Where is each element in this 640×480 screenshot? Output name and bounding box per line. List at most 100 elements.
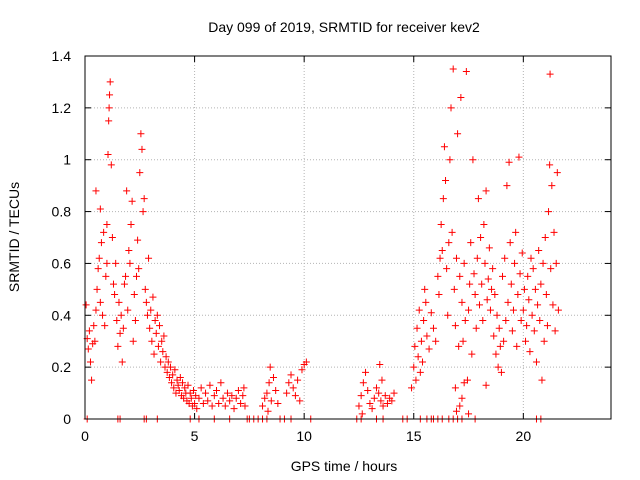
data-point: [509, 306, 517, 314]
data-point: [427, 309, 435, 317]
data-point: [157, 358, 165, 366]
data-point: [264, 407, 272, 415]
y-tick-label: 1.4: [52, 48, 72, 64]
data-point: [467, 239, 475, 247]
data-point: [103, 221, 111, 229]
data-point: [388, 397, 396, 405]
data-point: [422, 298, 430, 306]
data-point: [461, 316, 469, 324]
data-point: [289, 384, 297, 392]
data-point: [440, 143, 448, 151]
data-point: [239, 392, 247, 400]
data-point: [479, 316, 487, 324]
data-point: [411, 342, 419, 350]
data-point: [515, 153, 523, 161]
data-point: [263, 389, 271, 397]
data-point: [117, 311, 125, 319]
y-tick-label: 1: [63, 152, 71, 168]
data-point: [493, 311, 501, 319]
y-tick-label: 0.6: [52, 255, 72, 271]
data-point: [442, 176, 450, 184]
data-point: [530, 327, 538, 335]
data-point: [423, 332, 431, 340]
data-point: [502, 316, 510, 324]
data-point: [545, 208, 553, 216]
data-point: [141, 285, 149, 293]
data-point: [540, 337, 548, 345]
data-point: [416, 368, 424, 376]
data-point: [124, 306, 132, 314]
data-point: [96, 205, 104, 213]
data-point: [199, 399, 207, 407]
data-point: [85, 327, 93, 335]
data-point: [436, 254, 444, 262]
data-point: [456, 402, 464, 410]
data-point: [146, 324, 154, 332]
data-point: [482, 187, 490, 195]
data-point: [511, 259, 519, 267]
data-point: [535, 246, 543, 254]
data-point: [102, 272, 110, 280]
data-point: [553, 169, 561, 177]
data-point: [142, 298, 150, 306]
data-point: [524, 272, 532, 280]
data-point: [528, 311, 536, 319]
data-point: [237, 399, 245, 407]
data-point: [287, 371, 295, 379]
data-point: [162, 353, 170, 361]
chart-title: Day 099 of 2019, SRMTID for receiver kev…: [208, 19, 480, 35]
data-point: [158, 337, 166, 345]
data-point: [468, 350, 476, 358]
data-point: [465, 410, 473, 418]
data-point: [366, 399, 374, 407]
data-point: [450, 285, 458, 293]
data-point: [508, 327, 516, 335]
data-point: [459, 337, 467, 345]
data-point: [153, 311, 161, 319]
data-point: [261, 394, 269, 402]
data-point: [90, 322, 98, 330]
data-point: [512, 228, 520, 236]
data-point: [171, 366, 179, 374]
data-point: [105, 117, 113, 125]
data-point: [159, 348, 167, 356]
data-point: [501, 254, 509, 262]
data-point: [357, 392, 365, 400]
data-point: [86, 358, 94, 366]
data-point: [465, 306, 473, 314]
x-tick-label: 10: [296, 428, 312, 444]
data-point: [470, 270, 478, 278]
data-point: [88, 376, 96, 384]
data-point: [434, 272, 442, 280]
data-point: [543, 322, 551, 330]
data-point: [234, 386, 242, 394]
data-point: [460, 379, 468, 387]
data-point: [138, 145, 146, 153]
data-point: [232, 394, 240, 402]
data-point: [115, 298, 123, 306]
data-points: [82, 65, 562, 423]
data-point: [488, 285, 496, 293]
data-point: [152, 329, 160, 337]
data-point: [542, 291, 550, 299]
data-point: [151, 316, 159, 324]
data-point: [170, 384, 178, 392]
data-point: [486, 306, 494, 314]
data-point: [154, 342, 162, 350]
data-point: [529, 265, 537, 273]
data-point: [240, 384, 248, 392]
data-point: [96, 298, 104, 306]
data-point: [113, 316, 121, 324]
data-point: [99, 311, 107, 319]
data-point: [95, 254, 103, 262]
data-point: [457, 93, 465, 101]
data-point: [101, 322, 109, 330]
data-point: [100, 228, 108, 236]
data-point: [417, 337, 425, 345]
x-tick-label: 15: [406, 428, 422, 444]
data-point: [482, 381, 490, 389]
data-point: [136, 169, 144, 177]
data-point: [414, 353, 422, 361]
data-point: [412, 376, 420, 384]
data-point: [551, 327, 559, 335]
